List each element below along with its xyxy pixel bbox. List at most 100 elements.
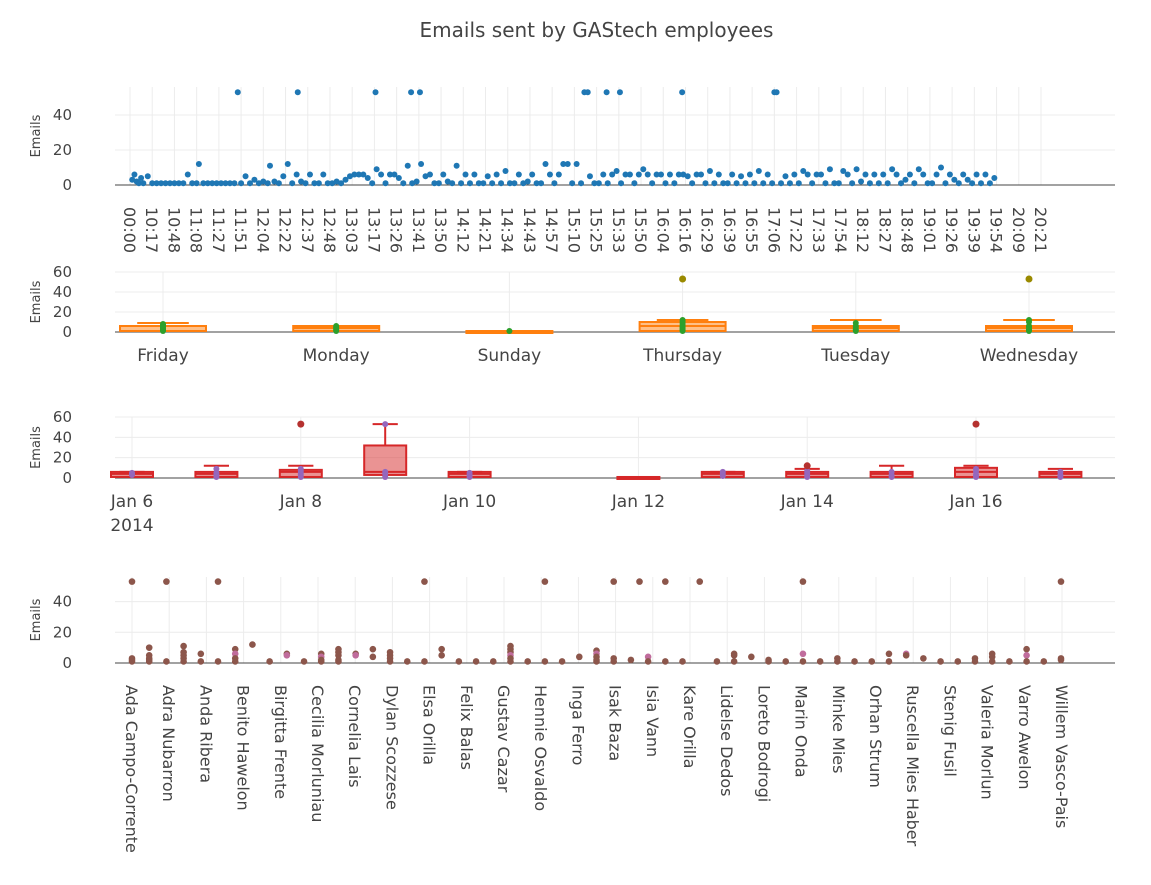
data-point [954, 658, 962, 665]
data-point [369, 180, 376, 187]
data-point [355, 171, 362, 178]
data-point [946, 171, 953, 178]
data-point [449, 180, 456, 187]
data-point [462, 171, 469, 178]
data-point [197, 658, 205, 665]
data-point [622, 171, 629, 178]
data-point [242, 173, 249, 180]
data-point [591, 180, 598, 187]
data-point [213, 180, 220, 187]
data-point [684, 173, 691, 180]
data-point [982, 171, 989, 178]
data-point [764, 171, 771, 178]
data-point [840, 168, 847, 174]
data-point [266, 658, 273, 665]
data-point [769, 180, 776, 187]
data-point [988, 653, 996, 661]
data-point [851, 658, 858, 665]
x-tick-label: 16:39 [720, 207, 739, 253]
box-point [973, 465, 979, 472]
x-tick-label: 17:33 [809, 207, 828, 253]
y-tick-label: 0 [62, 469, 72, 487]
data-point [627, 656, 635, 664]
data-point [135, 180, 142, 187]
x-tick-label: 13:03 [342, 207, 361, 253]
x-tick-label: 14:43 [520, 207, 539, 253]
data-point [369, 645, 377, 653]
data-point [631, 180, 638, 187]
data-point [404, 162, 411, 169]
data-point [131, 171, 138, 178]
x-tick-label: Jan 12 [611, 492, 665, 512]
data-point [489, 180, 496, 187]
data-point [180, 642, 187, 650]
data-point [991, 175, 998, 181]
data-point [498, 180, 505, 187]
box-point [213, 465, 220, 472]
data-point [231, 650, 239, 658]
data-point [193, 180, 200, 187]
data-point [782, 658, 790, 665]
data-point [711, 180, 718, 187]
data-point [844, 171, 851, 178]
x-tick-label: 15:25 [587, 207, 606, 253]
data-point [306, 171, 313, 178]
data-point [773, 89, 780, 96]
data-point [610, 658, 618, 665]
data-point [558, 658, 566, 665]
x-tick-label: Jan 6 [110, 492, 153, 512]
data-point [986, 180, 993, 187]
box-point [297, 465, 304, 472]
x-tick-label: Felix Balas [457, 685, 476, 770]
y-tick-label: 60 [53, 408, 72, 426]
y-tick-label: 20 [53, 141, 72, 159]
box-point [382, 468, 389, 475]
data-point [455, 658, 463, 665]
data-point [799, 578, 807, 585]
data-point [799, 658, 807, 665]
data-point [584, 89, 591, 96]
data-point [809, 180, 816, 187]
data-point [603, 89, 610, 96]
data-point [679, 658, 686, 665]
data-point [546, 171, 553, 178]
box-point [466, 469, 473, 476]
x-year-label: 2014 [110, 516, 153, 536]
data-point [541, 658, 549, 665]
data-point [364, 175, 371, 181]
outlier-point [803, 462, 811, 470]
data-point [421, 658, 428, 665]
data-point [189, 180, 196, 187]
data-point [386, 171, 393, 178]
data-point [644, 171, 651, 178]
x-tick-label: 18:27 [875, 207, 894, 253]
data-point [973, 171, 980, 178]
x-tick-label: 13:41 [409, 207, 428, 253]
data-point [453, 162, 460, 169]
x-tick-label: Gustav Cazar [494, 685, 513, 793]
data-point [162, 180, 169, 187]
data-point [180, 658, 187, 665]
data-point [871, 171, 878, 178]
x-tick-label: Cecilia Morluniau [308, 685, 327, 822]
data-point [238, 180, 245, 187]
outlier-point [972, 420, 980, 428]
data-point [724, 180, 731, 187]
data-point [978, 180, 985, 187]
box-point [1057, 468, 1064, 475]
outlier-point [1025, 275, 1033, 283]
data-point [311, 180, 318, 187]
data-point [431, 180, 438, 187]
data-point [662, 658, 669, 665]
data-point [231, 180, 238, 187]
data-point [971, 658, 979, 665]
data-point [145, 644, 153, 651]
x-tick-label: 16:55 [742, 207, 761, 253]
data-point [1023, 645, 1030, 653]
data-point [352, 652, 359, 659]
data-point [964, 176, 971, 183]
data-point [145, 658, 153, 665]
data-point [755, 168, 762, 174]
data-point [600, 171, 607, 178]
x-tick-label: 19:54 [987, 207, 1006, 253]
